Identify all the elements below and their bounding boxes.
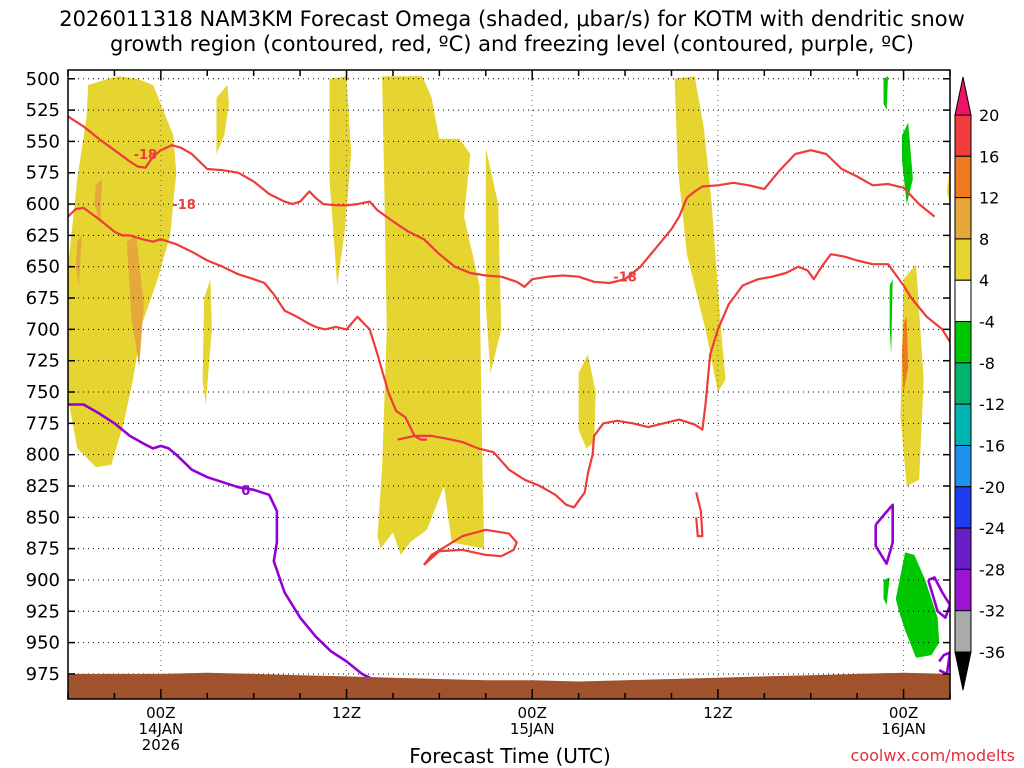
omega-region-1-0 (94, 179, 102, 223)
dgz-contour-1 (68, 206, 427, 441)
y-tick-label: 625 (26, 225, 60, 246)
colorbar-segment (954, 114, 972, 157)
omega-region-3-1 (902, 122, 913, 205)
x-tick-label: 14JAN (138, 720, 183, 738)
colorbar-segment (954, 568, 972, 612)
chart-title-line2: growth region (contoured, red, ºC) and f… (110, 32, 914, 56)
y-tick-label: 750 (26, 382, 60, 403)
plot-area: -18 -18 -18 0 (68, 70, 950, 699)
freezing-contour-0 (68, 403, 394, 692)
y-tick-label: 900 (26, 570, 60, 591)
colorbar-segment (954, 197, 972, 240)
x-tick-label: 00Z (518, 704, 547, 722)
y-tick-label: 775 (26, 413, 60, 434)
freezing-contour-3 (938, 651, 950, 676)
colorbar-segment (954, 403, 972, 446)
colorbar-bottom-arrow (954, 651, 972, 691)
y-tick-label: 700 (26, 319, 60, 340)
dgz-contour-2 (397, 253, 950, 509)
colorbar-segment (954, 321, 972, 364)
y-tick-label: 875 (26, 539, 60, 560)
colorbar-label: 16 (979, 147, 999, 166)
y-tick-label: 500 (26, 69, 60, 90)
colorbar-label: -36 (979, 643, 1005, 662)
x-tick-label: 00Z (146, 704, 175, 722)
y-tick-label: 950 (26, 633, 60, 654)
y-tick-label: 725 (26, 351, 60, 372)
colorbar-label: -20 (979, 478, 1005, 497)
credit-text: coolwx.com/modelts (851, 746, 1015, 765)
omega-region-0-6 (578, 354, 596, 449)
omega-region-0-3 (329, 76, 352, 286)
dgz-contour-0 (68, 115, 936, 288)
y-tick-label: 975 (26, 664, 60, 685)
dgz-contour-4 (423, 528, 518, 566)
dgz-label-1: -18 (172, 198, 196, 213)
omega-region-3-3 (895, 552, 940, 658)
colorbar-segment (954, 362, 972, 405)
y-tick-label: 600 (26, 194, 60, 215)
colorbar-label: -4 (979, 313, 995, 332)
dgz-label-0: -18 (134, 148, 158, 163)
colorbar-label: -12 (979, 395, 1005, 414)
colorbar-segment (954, 527, 972, 570)
colorbar-label: -16 (979, 436, 1005, 455)
x-tick-label: 12Z (332, 704, 361, 722)
y-tick-label: 825 (26, 476, 60, 497)
freezing-contour-1 (874, 503, 895, 566)
colorbar-label: -24 (979, 519, 1005, 538)
omega-region-0-2 (202, 279, 212, 405)
omega-region-1-1 (126, 235, 144, 367)
omega-region-1-2 (75, 235, 82, 286)
colorbar-segment (954, 279, 972, 323)
colorbar-label: -28 (979, 560, 1005, 579)
x-tick-label: 15JAN (510, 720, 555, 738)
omega-region-0-4 (377, 76, 485, 555)
x-axis-label: Forecast Time (UTC) (409, 744, 611, 768)
dgz-contour-3 (695, 492, 704, 538)
freezing-contour-2 (927, 576, 950, 619)
freezing-label-0: 0 (241, 484, 250, 499)
omega-region-0-1 (216, 85, 229, 154)
colorbar-segment (954, 238, 972, 281)
colorbar-label: 12 (979, 189, 999, 208)
omega-region-0-0 (68, 76, 177, 468)
omega-region-3-0 (883, 76, 889, 111)
colorbar-label: 8 (979, 230, 989, 249)
x-tick-label: 00Z (889, 704, 918, 722)
omega-region-3-2 (883, 577, 890, 605)
y-tick-label: 525 (26, 100, 60, 121)
x-tick-label: 16JAN (881, 720, 926, 738)
y-tick-label: 650 (26, 257, 60, 278)
omega-region-0-5 (485, 147, 502, 374)
colorbar: 20 16 12 8 4 -4 -8 -12 -16 -20 -24 -28 -32 -36 (954, 76, 1005, 691)
colorbar-label: 4 (979, 271, 989, 290)
omega-region-0-7 (674, 76, 726, 393)
terrain-fill (68, 672, 950, 699)
colorbar-label: 20 (979, 106, 999, 125)
plot-inner (68, 70, 950, 699)
axes: 500 525 550 575 600 625 650 675 700 725 750 775 800 8… (26, 69, 951, 754)
colorbar-top-arrow (954, 76, 972, 116)
y-tick-label: 550 (26, 131, 60, 152)
y-tick-label: 850 (26, 507, 60, 528)
colorbar-label: -8 (979, 354, 995, 373)
y-tick-label: 800 (26, 445, 60, 466)
y-tick-label: 675 (26, 288, 60, 309)
omega-region-3-4 (889, 279, 893, 355)
colorbar-segment (954, 155, 972, 199)
y-tick-label: 925 (26, 601, 60, 622)
colorbar-segment (954, 610, 972, 653)
chart-title-line1: 2026011318 NAM3KM Forecast Omega (shaded… (59, 7, 965, 31)
x-tick-label: 2026 (142, 736, 180, 754)
y-tick-label: 575 (26, 163, 60, 184)
plot-frame (67, 69, 951, 700)
dgz-label-2: -18 (613, 271, 637, 286)
x-tick-label: 12Z (703, 704, 732, 722)
colorbar-segment (954, 486, 972, 529)
omega-region-0-9 (946, 166, 950, 205)
colorbar-label: -32 (979, 602, 1005, 621)
colorbar-segment (954, 444, 972, 488)
